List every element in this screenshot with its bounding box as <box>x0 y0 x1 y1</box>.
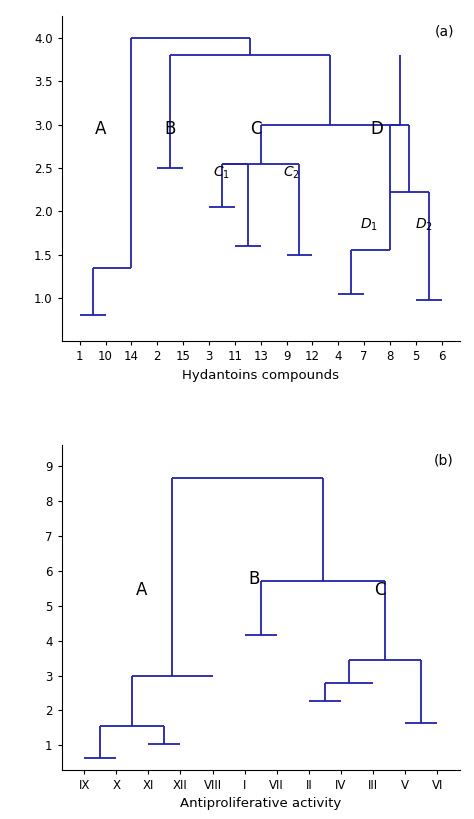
Text: (b): (b) <box>434 453 454 467</box>
Text: B: B <box>248 570 260 588</box>
Text: A: A <box>136 581 147 599</box>
Text: $D_1$: $D_1$ <box>360 216 378 233</box>
X-axis label: Antiproliferative activity: Antiproliferative activity <box>180 798 341 811</box>
Text: $C_1$: $C_1$ <box>213 165 230 181</box>
Text: $D_2$: $D_2$ <box>415 216 433 233</box>
Text: C: C <box>250 120 261 138</box>
Text: D: D <box>371 120 383 138</box>
X-axis label: Hydantoins compounds: Hydantoins compounds <box>182 369 339 382</box>
Text: $C_2$: $C_2$ <box>283 165 300 181</box>
Text: A: A <box>95 120 106 138</box>
Text: C: C <box>374 581 385 599</box>
Text: (a): (a) <box>434 25 454 38</box>
Text: B: B <box>164 120 176 138</box>
